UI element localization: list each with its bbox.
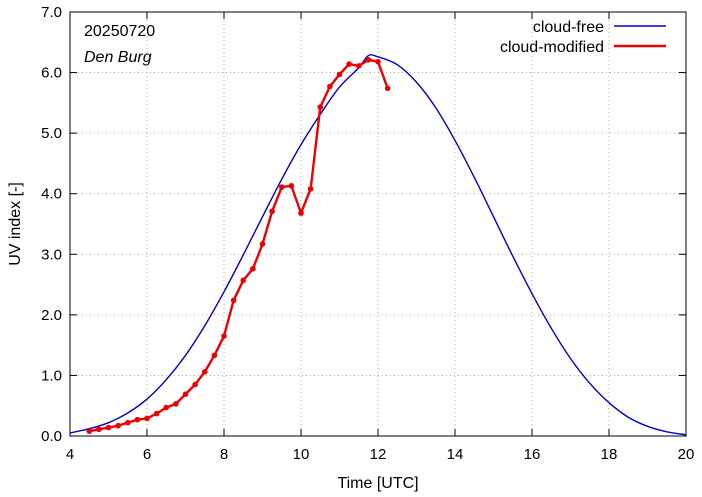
y-tick-label: 0.0: [41, 428, 62, 445]
data-point: [240, 277, 247, 284]
x-tick-label: 4: [66, 446, 74, 463]
legend-label-cloud-free: cloud-free: [533, 19, 604, 36]
data-point: [336, 71, 343, 78]
axes: 4 6 8 10 12 14 16 18 20 0.0 1.0 2.0 3.0 4.0 5.0 6.0 7.0: [41, 4, 694, 463]
data-point: [105, 424, 112, 431]
data-point: [298, 210, 304, 216]
x-tick-label: 10: [293, 446, 310, 463]
x-tick-label: 8: [220, 446, 228, 463]
y-tick-label: 6.0: [41, 65, 62, 82]
data-point: [250, 266, 256, 272]
data-point: [96, 426, 102, 433]
x-tick-label: 18: [601, 446, 618, 463]
data-point: [346, 61, 352, 67]
data-point: [307, 186, 314, 192]
x-tick-label: 20: [678, 446, 695, 463]
data-point: [153, 410, 160, 417]
y-tick-label: 2.0: [41, 307, 62, 324]
data-point: [144, 415, 150, 422]
y-axis-title: UV index [-]: [7, 182, 24, 266]
data-point: [134, 416, 141, 423]
data-point: [384, 85, 391, 92]
data-point: [124, 419, 131, 426]
y-tick-label: 3.0: [41, 246, 62, 263]
data-point: [211, 352, 218, 359]
x-axis-title: Time [UTC]: [337, 475, 418, 492]
data-point: [230, 297, 237, 304]
x-tick-label: 6: [143, 446, 151, 463]
data-point: [182, 391, 189, 398]
data-point: [327, 83, 333, 90]
date-annotation: 20250720: [84, 23, 155, 40]
series-line-cloud-free: [69, 54, 687, 436]
data-point: [192, 381, 198, 388]
data-point: [355, 63, 362, 69]
data-point: [115, 422, 121, 429]
data-point: [278, 184, 285, 190]
grid: [70, 12, 686, 436]
data-point: [221, 333, 227, 339]
data-point: [86, 428, 93, 434]
data-point: [269, 208, 275, 215]
data-point: [375, 58, 381, 65]
data-point: [288, 183, 295, 189]
x-tick-label: 12: [370, 446, 387, 463]
data-point: [163, 404, 170, 411]
y-tick-label: 1.0: [41, 367, 62, 384]
legend: cloud-free cloud-modified: [500, 19, 666, 56]
x-tick-label: 14: [447, 446, 464, 463]
data-point: [259, 241, 266, 247]
x-tick-label: 16: [524, 446, 541, 463]
data-point: [201, 368, 208, 375]
location-annotation: Den Burg: [84, 49, 152, 66]
data-point: [365, 57, 372, 63]
y-tick-label: 5.0: [41, 125, 62, 142]
legend-label-cloud-modified: cloud-modified: [500, 39, 604, 56]
y-tick-label: 4.0: [41, 186, 62, 203]
data-point: [173, 401, 179, 407]
data-point: [317, 104, 324, 110]
y-tick-label: 7.0: [41, 4, 62, 21]
series-layer: [69, 54, 687, 436]
